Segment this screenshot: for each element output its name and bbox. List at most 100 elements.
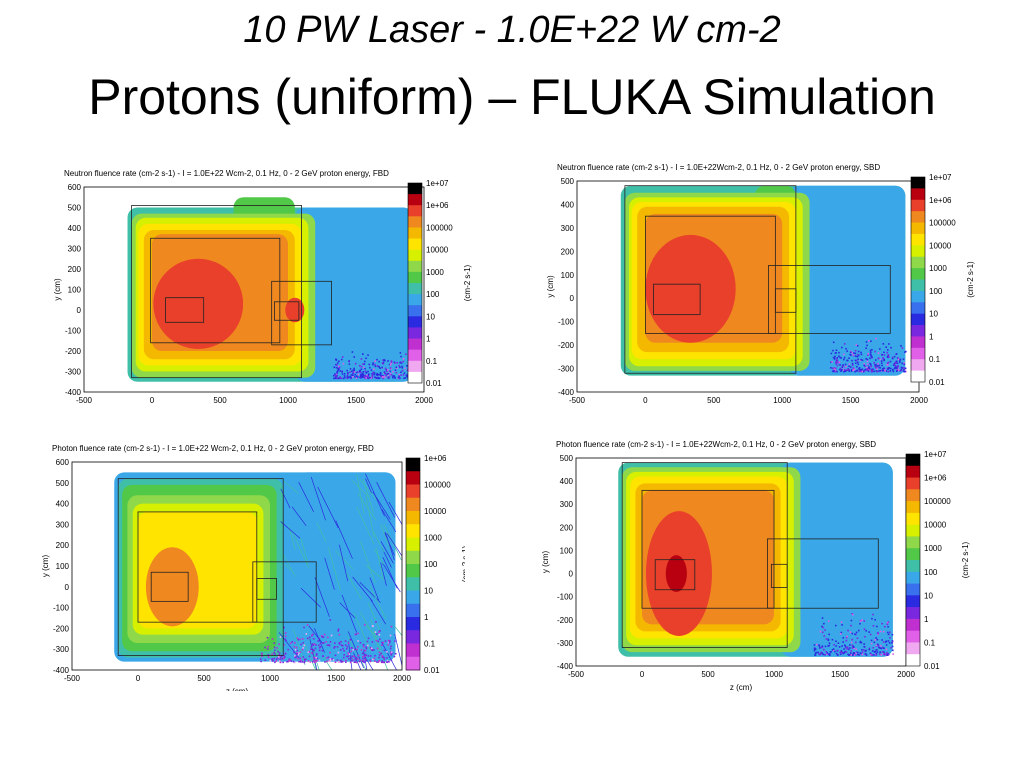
colorbar-segment [408,238,422,251]
fluence-streak [388,501,402,526]
fluence-speck [293,661,296,664]
fluence-speck [882,357,884,359]
fluence-speck [853,654,856,656]
colorbar-frame [405,457,421,671]
fluence-speck [355,656,358,659]
fluence-speck [869,353,872,356]
fluence-speck [404,367,406,370]
fluence-speck [852,653,854,656]
fluence-speck [348,653,351,655]
fluence-speck [884,370,886,372]
fluence-speck [279,636,282,638]
fluence-speck [874,350,876,353]
fluence-speck [357,373,360,376]
y-tick-label: 200 [561,247,575,256]
fluence-speck [892,369,894,371]
fluence-speck [899,358,902,361]
fluence-speck [833,369,835,371]
geometry-outline [150,237,281,344]
fluence-speck [891,642,893,644]
fluence-speck [842,652,845,654]
fluence-speck [303,661,306,664]
fluence-speck [841,365,844,367]
fluence-speck [873,641,876,644]
fluence-streak [380,541,394,564]
fluence-speck [889,360,892,363]
fluence-speck [841,369,843,371]
fluence-speck [844,369,846,371]
fluence-speck [861,359,864,362]
fluence-speck [834,355,836,358]
fluence-streak [385,532,395,561]
fluence-speck [864,365,866,368]
colorbar-frame [910,176,926,383]
fluence-speck [834,367,837,370]
chart-title: Neutron fluence rate (cm-2 s-1) - I = 1.… [64,169,389,178]
fluence-speck [367,354,369,356]
fluence-speck [367,374,370,377]
fluence-speck [344,376,346,379]
fluence-speck [863,645,866,648]
fluence-speck [397,376,400,379]
x-tick-label: 1500 [347,396,365,405]
y-tick-label: 0 [570,294,575,303]
fluence-speck [872,625,875,627]
colorbar-segment [406,643,420,658]
fluence-speck [329,651,331,654]
fluence-speck [358,660,361,663]
x-tick-label: 2000 [393,674,411,683]
fluence-speck [278,654,280,656]
fluence-streak [317,486,339,529]
fluence-speck [372,362,374,364]
fluence-speck [372,363,374,366]
fluence-speck [887,640,890,642]
fluence-speck [365,659,367,662]
fluence-speck [335,358,337,361]
fluence-speck [377,640,380,643]
fluence-speck [862,649,865,651]
fluence-speck [883,351,885,354]
fluence-speck [289,642,292,645]
fluence-speck [382,361,385,364]
fluence-speck [311,652,314,655]
fluence-speck [848,654,851,657]
fluence-speck [373,657,376,660]
fluence-speck [406,369,409,372]
y-tick-label: 100 [68,286,82,295]
y-tick-label: -400 [65,388,82,397]
geometry-outline [252,561,317,623]
fluence-speck [885,346,887,348]
fluence-speck [870,642,873,645]
fluence-speck [830,651,832,653]
fluence-speck [340,377,343,380]
fluence-speck [303,644,306,647]
fluence-speck [334,645,336,648]
x-tick-label: 1500 [327,674,345,683]
fluence-speck [308,650,311,653]
fluence-speck [378,360,380,363]
fluence-speck [843,370,845,373]
y-tick-label: 400 [560,477,574,486]
fluence-streak [280,488,291,509]
fluence-streak [367,602,381,631]
colorbar-tick-label: 1 [426,335,431,344]
geometry-outline [137,511,258,623]
fluence-speck [382,656,384,658]
fluence-speck [298,652,300,654]
fluence-speck [326,644,329,646]
fluence-speck [317,640,320,642]
colorbar-segment [911,359,925,372]
fluence-speck [369,660,372,663]
fluence-speck [891,640,894,643]
y-tick-label: -300 [53,645,70,654]
fluence-speck [877,632,879,635]
fluence-speck [857,350,860,353]
fluence-speck [835,362,838,364]
fluence-speck [859,652,862,654]
colorbar-segment [406,630,420,644]
fluence-speck [316,657,319,660]
fluence-speck [833,643,835,646]
colorbar-segment [406,617,420,631]
fluence-speck [858,368,861,370]
photon-fbd-chart: Photon fluence rate (cm-2 s-1) - I = 1.0… [40,441,465,691]
